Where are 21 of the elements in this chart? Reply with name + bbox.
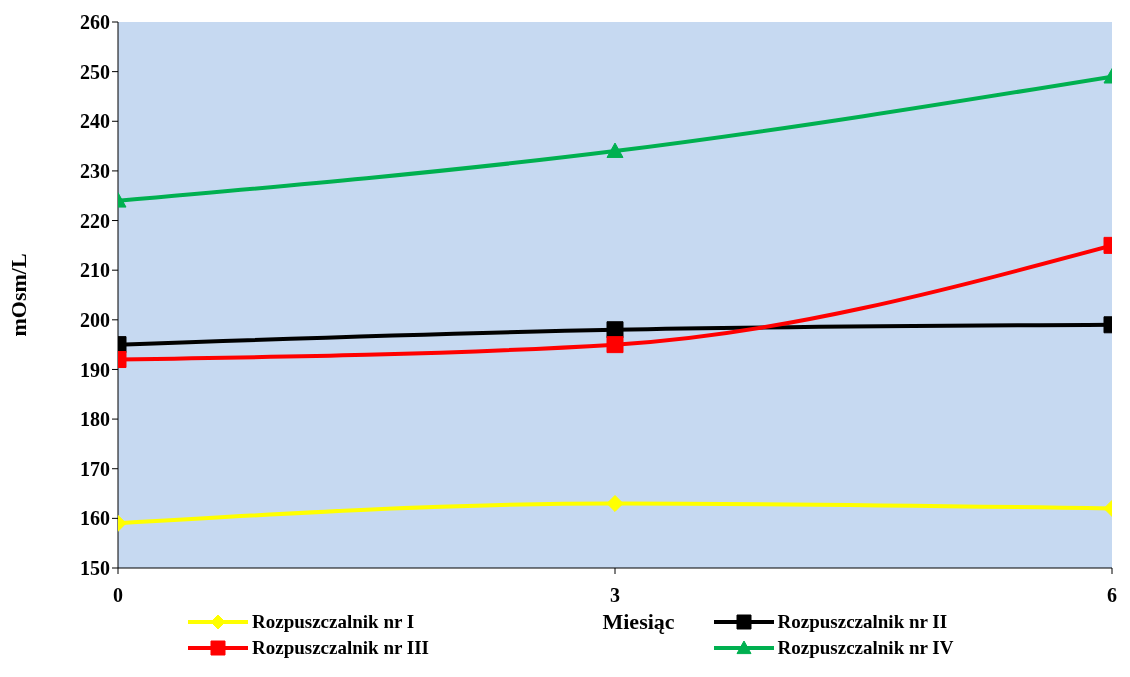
y-tick-label: 230 [80,160,110,183]
y-tick-label: 150 [80,557,110,580]
x-tick-label: 0 [113,584,123,607]
y-tick-label: 200 [80,308,110,331]
legend-label: Rozpuszczalnik nr III [252,637,430,659]
y-tick-label: 190 [80,358,110,381]
y-tick-label: 210 [80,259,110,282]
y-tick-label: 160 [80,507,110,530]
y-axis-title: mOsm/L [5,253,31,337]
x-tick-label: 3 [610,584,620,607]
legend-label: Rozpuszczalnik nr IV [777,637,954,659]
x-axis-title: Miesiąc [601,609,676,635]
y-tick-label: 240 [80,110,110,133]
y-tick-label: 260 [80,11,110,34]
y-tick-label: 180 [80,408,110,431]
y-tick-label: 220 [80,209,110,232]
x-tick-label: 6 [1107,584,1117,607]
y-tick-label: 250 [80,60,110,83]
legend-label: Rozpuszczalnik nr I [252,611,415,633]
legend-label: Rozpuszczalnik nr II [777,611,948,633]
y-tick-label: 170 [80,457,110,480]
